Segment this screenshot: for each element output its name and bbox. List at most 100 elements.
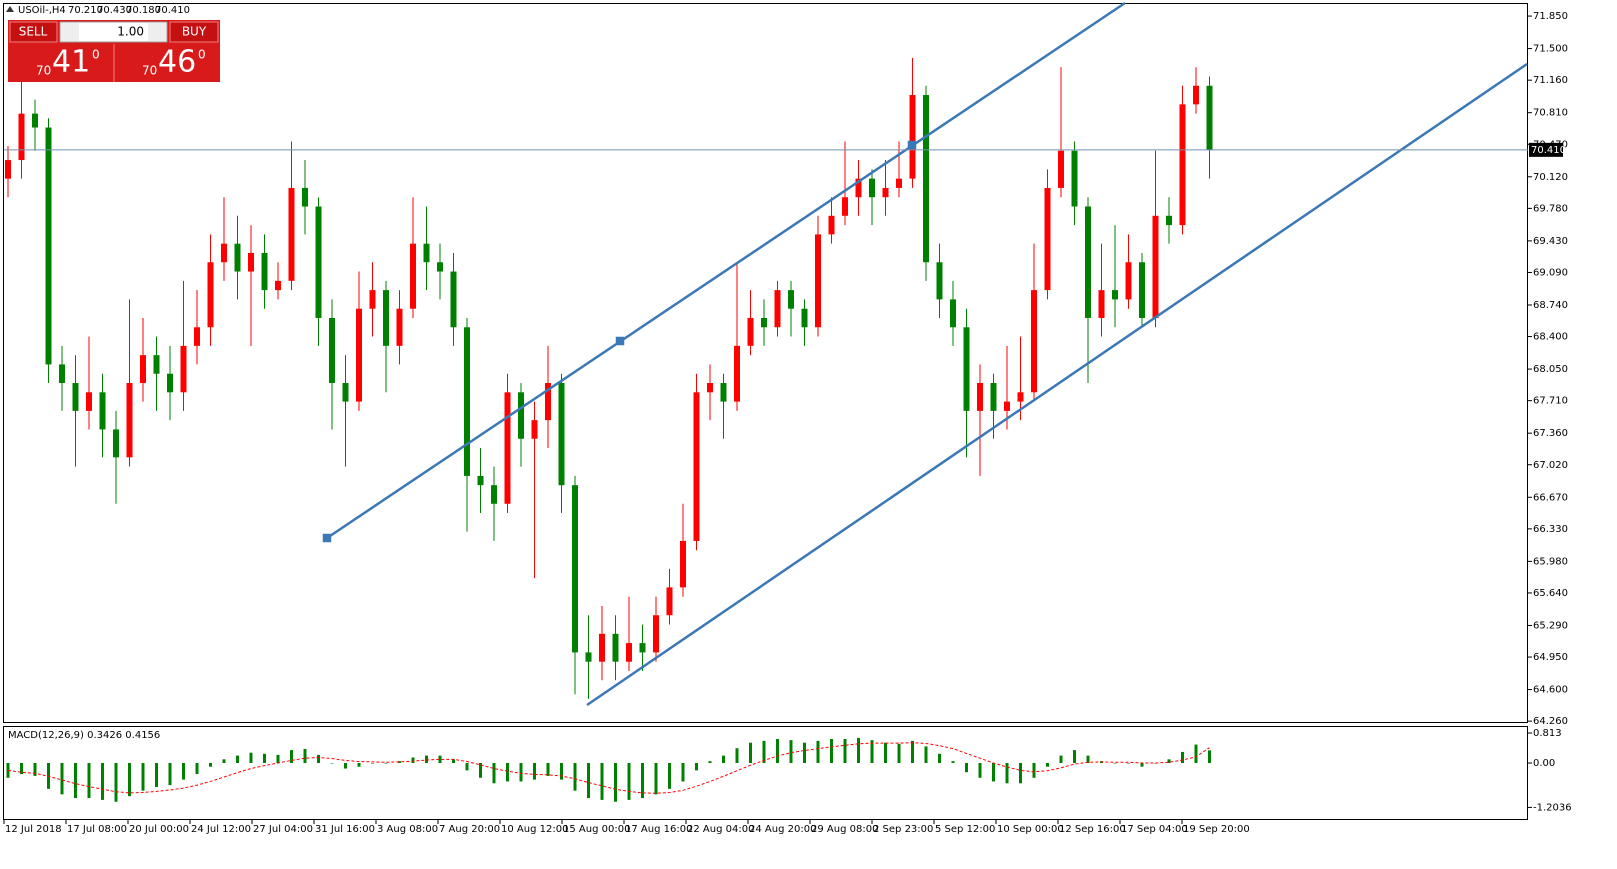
macd-bar (533, 763, 536, 780)
macd-bar (182, 763, 185, 780)
macd-bar (371, 763, 374, 764)
candle-body (32, 113, 38, 128)
candle-body (248, 252, 254, 272)
macd-bar (884, 742, 887, 764)
lot-down[interactable] (61, 23, 79, 41)
macd-bar (830, 739, 833, 764)
x-tick-label: 31 Jul 16:00 (315, 824, 375, 835)
macd-bar (600, 763, 604, 800)
candle-body (302, 187, 308, 207)
sell-button[interactable] (9, 21, 58, 43)
y-tick-label: 69.430 (1533, 236, 1568, 247)
x-tick-label: 15 Aug 00:00 (563, 824, 630, 835)
macd-bar (357, 763, 361, 767)
x-tick-label: 17 Jul 08:00 (67, 824, 127, 835)
macd-bar (1032, 763, 1036, 778)
candle-body (464, 327, 470, 476)
macd: MACD(12,26,9) 0.3426 0.4156 0.813 0.00 -1.2… (6, 728, 1572, 813)
candle-body (855, 178, 862, 198)
y-tick-label: 65.290 (1533, 620, 1568, 631)
macd-bar (587, 763, 590, 799)
candle-body (936, 262, 943, 300)
lot-input[interactable] (59, 21, 168, 43)
x-tick-label: 10 Aug 12:00 (501, 824, 568, 835)
macd-bar (155, 763, 158, 787)
ask-big: 70 (142, 64, 157, 78)
x-tick-label: 22 Aug 04:00 (687, 824, 754, 835)
y-tick-label: 68.740 (1533, 300, 1568, 311)
ask-sup: 0 (198, 48, 206, 62)
y-tick-label: 64.600 (1533, 685, 1568, 696)
lot-up[interactable] (148, 23, 166, 41)
candle-body (99, 392, 106, 430)
candle-body (1017, 392, 1024, 402)
macd-bar (290, 750, 293, 764)
macd-bar (249, 752, 253, 764)
candle-body (761, 317, 767, 328)
candle-body (207, 262, 214, 328)
macd-bar (803, 742, 806, 764)
macd-bar (452, 759, 455, 764)
macd-pane (3, 726, 1528, 820)
candle-body (1085, 206, 1091, 318)
macd-bar (627, 763, 631, 800)
macd-bar (843, 739, 847, 764)
macd-bar (60, 763, 64, 795)
macd-bar (1086, 755, 1090, 764)
x-tick-label: 27 Jul 04:00 (253, 824, 313, 835)
candle-body (558, 383, 565, 486)
macd-bar (344, 763, 347, 769)
candle-body (693, 392, 700, 541)
anchor (907, 140, 917, 150)
y-tick-label: 66.670 (1533, 492, 1568, 503)
y-tick-label: 69.780 (1533, 203, 1568, 214)
macd-bar (857, 737, 860, 764)
candle-body (531, 420, 538, 439)
candle-body (221, 243, 227, 263)
candle-body (1058, 150, 1064, 188)
candle-body (288, 187, 295, 281)
candle-body (1004, 401, 1010, 411)
macd-bar (74, 763, 77, 799)
candle-body (1125, 262, 1132, 300)
macd-y-tick-label: 0.00 (1533, 758, 1555, 769)
candle-body (1031, 290, 1037, 393)
x-tick-label: 7 Aug 20:00 (439, 824, 500, 835)
y-tick-label: 67.360 (1533, 428, 1568, 439)
candle-body (1179, 104, 1186, 226)
candle-body (86, 392, 92, 411)
macd-bar (1194, 744, 1198, 764)
x-tick-label: 17 Sep 04:00 (1121, 824, 1188, 835)
candle-body (774, 290, 781, 328)
candle-body (194, 327, 200, 346)
trendlines (322, 1, 1528, 707)
candle-body (720, 383, 727, 402)
macd-bar (1005, 763, 1009, 784)
macd-bar (114, 763, 118, 802)
y-tick-label: 71.850 (1533, 11, 1568, 22)
candle-body (315, 206, 322, 318)
candle-body (896, 178, 902, 188)
candle-body (545, 383, 551, 421)
macd-bar (303, 748, 307, 764)
macd-bar (816, 740, 820, 764)
macd-bar (722, 755, 725, 764)
macd-bar (236, 755, 239, 764)
candle-body (518, 392, 524, 439)
y-tick-label: 66.330 (1533, 524, 1568, 535)
buy-button[interactable] (169, 21, 219, 43)
x-tick-label: 29 Aug 08:00 (811, 824, 878, 835)
macd-bar (425, 755, 428, 764)
macd-bar (438, 755, 442, 764)
y-tick-label: 70.120 (1533, 172, 1568, 183)
candle-body (126, 383, 133, 458)
candle-body (950, 299, 956, 328)
candle-body (1098, 290, 1105, 318)
candle-body (882, 187, 889, 198)
x-tick-label: 24 Jul 12:00 (191, 824, 251, 835)
candle-body (167, 373, 173, 393)
bid-main: 41 (52, 45, 90, 80)
header: USOil-,H4 70.210 70.430 70.180 70.410 (6, 5, 190, 16)
candle-body (18, 113, 25, 161)
